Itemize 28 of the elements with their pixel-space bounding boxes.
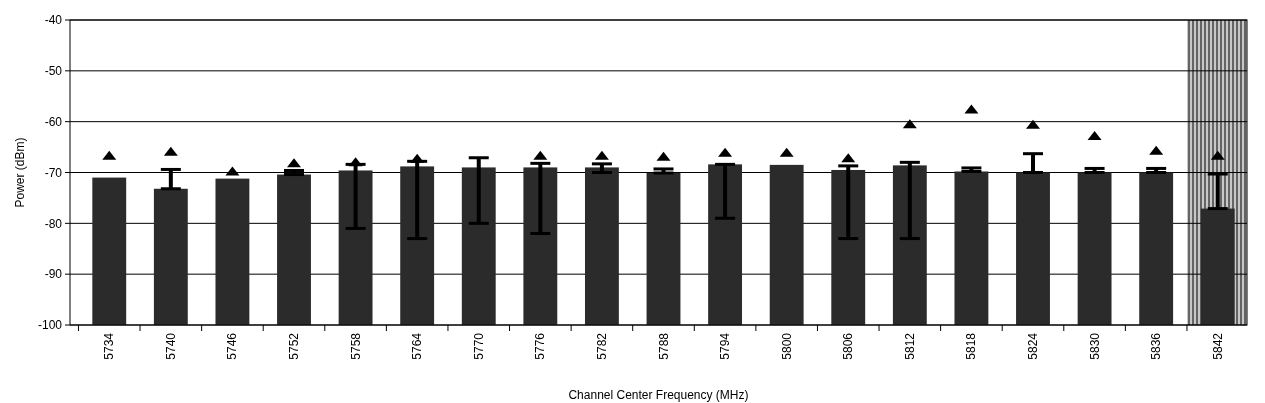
x-tick-label: 5806 <box>841 332 856 360</box>
y-tick-label: -60 <box>44 114 63 129</box>
x-tick-label: 5734 <box>102 332 117 360</box>
x-tick-label: 5824 <box>1026 332 1040 360</box>
y-tick-label: -50 <box>44 64 63 79</box>
y-tick-label: -80 <box>44 216 63 231</box>
x-tick-label: 5746 <box>225 332 240 360</box>
x-tick-label: 5782 <box>594 332 609 360</box>
x-tick-label: 5800 <box>779 332 794 360</box>
x-tick-label: 5836 <box>1149 332 1164 360</box>
x-tick-label: 5794 <box>718 332 733 360</box>
y-tick-label: -40 <box>44 13 63 28</box>
x-tick-label: 5776 <box>533 332 548 360</box>
x-tick-label: 5788 <box>656 332 671 360</box>
x-tick-label: 5758 <box>348 332 363 360</box>
x-tick-label: 5842 <box>1210 332 1225 360</box>
y-axis-title: Power (dBm) <box>13 137 27 208</box>
y-tick-label: -100 <box>37 318 63 333</box>
x-tick-label: 5752 <box>287 332 301 360</box>
y-tick-label: -90 <box>44 267 63 282</box>
x-tick-label: 5812 <box>902 332 917 360</box>
x-tick-label: 5740 <box>163 332 178 360</box>
x-tick-label: 5818 <box>964 332 979 360</box>
x-axis-title: Channel Center Frequency (MHz) <box>568 388 749 402</box>
x-tick-label: 5764 <box>410 332 425 360</box>
x-tick-label: 5770 <box>471 332 486 360</box>
y-tick-label: -70 <box>44 165 63 180</box>
x-tick-label: 5830 <box>1087 332 1102 360</box>
